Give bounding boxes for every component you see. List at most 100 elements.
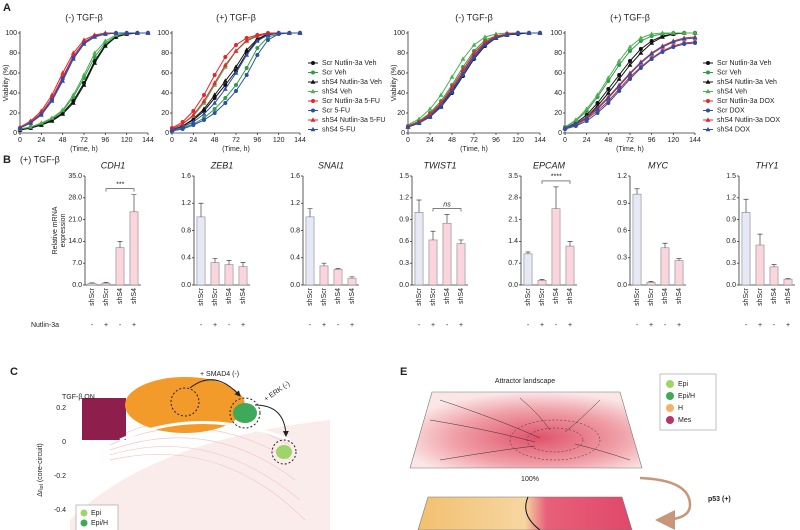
- series-line: [171, 32, 300, 129]
- marker: [265, 32, 271, 37]
- marker: [427, 111, 433, 116]
- y-tick-label: 0.8: [290, 227, 300, 234]
- marker: [449, 84, 455, 89]
- marker: [81, 41, 87, 46]
- legend-label: shS4 5-FU: [322, 126, 355, 133]
- y-tick-label: 100: [157, 30, 169, 37]
- mes-cluster: [82, 398, 126, 440]
- marker: [692, 30, 698, 35]
- marker: [627, 71, 633, 76]
- panel-label: C: [10, 366, 18, 378]
- category-label: shScr: [198, 287, 205, 306]
- category-label: shS4: [676, 288, 683, 304]
- y-tick-label: 40: [161, 90, 169, 97]
- marker: [670, 30, 676, 35]
- legend-marker: [706, 70, 710, 75]
- panel-e: E Attractor landscape 100% p53 (+) Epi E…: [400, 366, 731, 530]
- y-tick-label: -0.2: [54, 473, 66, 480]
- y-tick-label: 1.5: [726, 173, 736, 180]
- marker: [60, 78, 66, 83]
- legend-label: Epi: [678, 381, 689, 388]
- series-line: [171, 32, 300, 130]
- marker: [660, 44, 665, 49]
- bar: [101, 282, 111, 286]
- category-label: shScr: [757, 287, 764, 306]
- marker: [169, 127, 175, 132]
- y-tick-label: 1.4: [508, 238, 518, 245]
- category-label: shS4: [458, 288, 465, 304]
- error-bar: [553, 186, 559, 209]
- marker: [460, 72, 466, 77]
- category-label: shScr: [634, 287, 641, 306]
- x-tick-label: 72: [80, 137, 88, 144]
- legend-label: Scr 5-FU: [322, 107, 350, 114]
- marker: [276, 30, 282, 35]
- treatment-value: -: [119, 322, 122, 329]
- bar: [537, 280, 547, 286]
- percent-label: 100%: [521, 476, 539, 483]
- legend-swatch: [80, 509, 88, 517]
- y-tick-label: 80: [554, 50, 562, 57]
- marker: [212, 80, 218, 85]
- x-tick-label: 72: [470, 137, 478, 144]
- marker: [212, 92, 218, 97]
- marker: [60, 111, 66, 116]
- legend-marker: [311, 70, 315, 75]
- treatment-value: -: [745, 322, 748, 329]
- x-tick-label: 72: [232, 137, 240, 144]
- x-tick-label: 96: [648, 137, 656, 144]
- x-tick-label: 48: [211, 137, 219, 144]
- legend-marker: [706, 108, 710, 113]
- category-label: shS4: [131, 288, 138, 304]
- x-tick-label: 96: [492, 137, 500, 144]
- y-ticks: 0.2 0 -0.2 -0.4: [54, 405, 66, 514]
- marker: [102, 38, 108, 43]
- error-bar: [634, 188, 640, 195]
- marker: [405, 124, 411, 129]
- marker: [81, 82, 87, 87]
- marker: [595, 92, 600, 97]
- x-tick-label: 24: [426, 137, 434, 144]
- y-tick-label: 2.1: [508, 216, 518, 223]
- treatment-value: +: [786, 322, 790, 329]
- y-tick-label: 0: [165, 130, 169, 137]
- bar: [783, 278, 793, 286]
- x-tick-label: 48: [59, 137, 67, 144]
- marker: [286, 30, 292, 35]
- marker: [416, 116, 422, 121]
- marker: [584, 106, 590, 111]
- marker: [223, 96, 228, 100]
- marker: [92, 34, 98, 39]
- legend-swatch: [666, 380, 674, 388]
- marker: [297, 30, 303, 35]
- y-tick-label: 0.6: [726, 238, 736, 245]
- bar: [646, 281, 656, 286]
- y-tick-label: 28.0: [68, 195, 82, 202]
- significance-label: ****: [551, 174, 562, 181]
- marker: [649, 31, 655, 36]
- error-bar: [89, 282, 95, 284]
- x-tick-label: 24: [583, 137, 591, 144]
- bar: [442, 222, 452, 286]
- marker: [201, 111, 207, 116]
- legend-label: shS4 Nutlin-3a DOX: [717, 117, 780, 124]
- marker: [38, 108, 44, 113]
- y-tick-label: 60: [397, 70, 405, 77]
- marker: [190, 116, 196, 121]
- series-line: [171, 32, 300, 130]
- y-tick-label: 1.5: [399, 173, 409, 180]
- marker: [222, 62, 228, 67]
- marker: [606, 87, 611, 91]
- y-label-part: Δr: [37, 489, 44, 497]
- x-tick-label: 24: [189, 137, 197, 144]
- marker: [92, 50, 98, 55]
- marker: [627, 44, 633, 49]
- marker: [102, 31, 108, 36]
- category-label: shScr: [416, 287, 423, 306]
- marker: [244, 52, 250, 57]
- bar: [414, 212, 424, 286]
- marker: [638, 35, 644, 40]
- series-line: [407, 32, 540, 128]
- treatment-value: +: [649, 322, 653, 329]
- marker: [416, 120, 422, 125]
